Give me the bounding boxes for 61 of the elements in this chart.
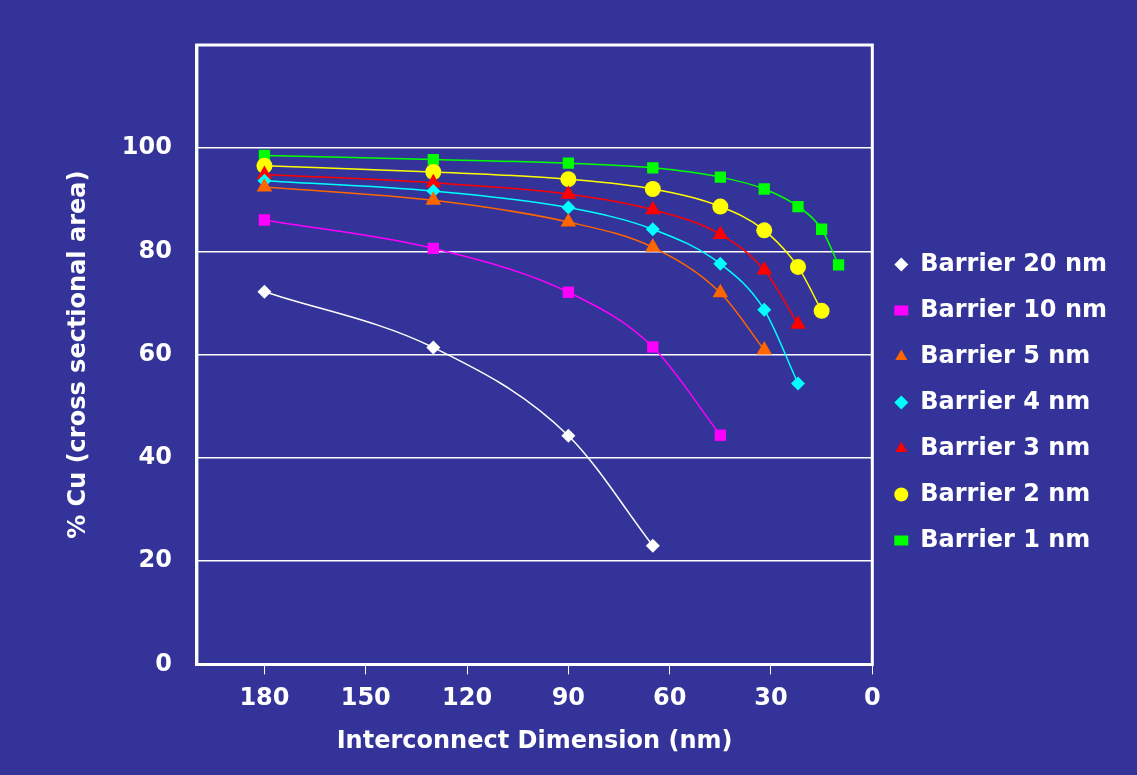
point [756,341,773,355]
point [561,428,576,443]
point [258,214,271,226]
legend-label: Barrier 1 nm [920,524,1091,553]
point [425,191,442,205]
point [712,283,729,298]
point [560,171,577,188]
y-tick-label: 40 [138,442,172,471]
legend-label: Barrier 20 nm [920,248,1107,277]
point [256,177,273,192]
y-tick-label: 80 [138,235,172,264]
x-tick-label: 30 [754,683,788,712]
legend-label: Barrier 4 nm [920,386,1091,415]
point [832,259,845,271]
point [792,200,804,213]
y-tick-label: 100 [121,132,172,161]
point [427,153,439,166]
y-tick-label: 20 [138,545,172,574]
point [713,256,728,271]
point [644,181,661,198]
x-tick-label: 0 [863,683,881,712]
point [756,222,773,239]
point [790,258,806,275]
point [712,198,729,215]
x-tick-label: 180 [239,683,290,712]
y-tick-label: 60 [138,338,172,367]
point [562,286,575,298]
point [645,222,660,237]
point [645,200,661,215]
point [257,284,272,299]
point [560,185,577,199]
y-tick-label: 0 [155,648,172,677]
point [427,242,439,255]
point [813,302,830,319]
point [645,538,660,553]
point [790,315,806,329]
x-tick-label: 90 [551,683,586,712]
point [714,171,726,183]
point [758,183,770,195]
point [562,157,575,169]
point [756,261,773,275]
point [426,340,441,355]
point [645,238,661,252]
point [647,162,659,174]
point [757,302,772,317]
legend-label: Barrier 2 nm [920,478,1091,507]
point [791,376,805,391]
legend-label: Barrier 3 nm [920,432,1091,461]
point [714,429,726,441]
point [561,200,576,215]
legend-label: Barrier 10 nm [920,294,1107,323]
x-tick-label: 150 [340,683,391,712]
x-tick-label: 60 [652,683,687,712]
x-axis-title: Interconnect Dimension (nm) [336,725,733,754]
legend-label: Barrier 5 nm [920,340,1091,369]
point [560,213,577,227]
point [815,223,828,235]
point [647,341,659,353]
y-axis-title: % Cu (cross sectional area) [62,170,91,539]
x-tick-label: 120 [442,683,493,712]
point [712,225,729,239]
